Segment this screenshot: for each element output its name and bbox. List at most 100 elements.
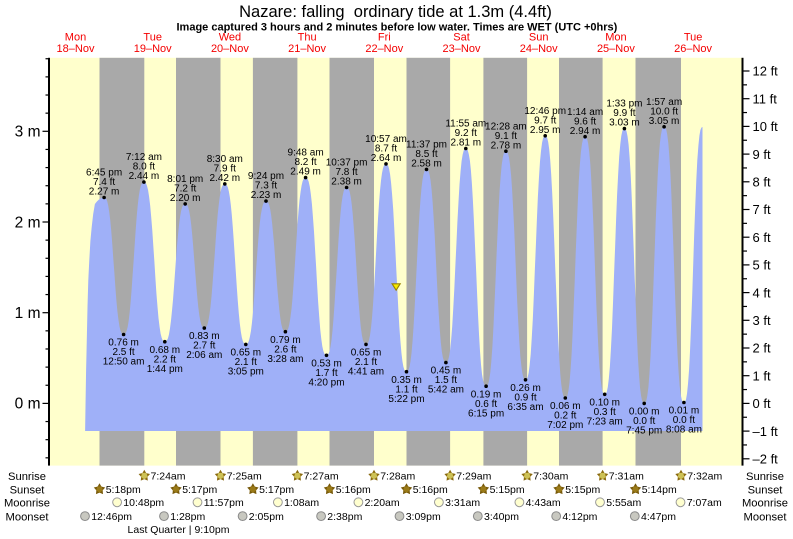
svg-text:0.0 ft: 0.0 ft — [633, 416, 655, 427]
svg-text:26–Nov: 26–Nov — [674, 43, 712, 55]
svg-text:7:31am: 7:31am — [609, 471, 644, 483]
svg-text:5 ft: 5 ft — [753, 258, 771, 273]
svg-text:7:12 am: 7:12 am — [126, 152, 162, 163]
svg-text:23–Nov: 23–Nov — [443, 43, 481, 55]
svg-text:Nazare: falling ordinary tide: Nazare: falling ordinary tide at 1.3m (4… — [239, 3, 552, 21]
svg-text:1:14 am: 1:14 am — [567, 107, 603, 118]
svg-text:9.9 ft: 9.9 ft — [613, 108, 635, 119]
svg-text:Sun: Sun — [529, 31, 549, 43]
svg-text:9.7 ft: 9.7 ft — [534, 115, 556, 126]
svg-text:0.10 m: 0.10 m — [589, 397, 620, 408]
svg-text:Fri: Fri — [378, 31, 391, 43]
svg-text:10:57 am: 10:57 am — [365, 134, 407, 145]
svg-text:5:17pm: 5:17pm — [259, 484, 294, 496]
svg-text:2.1 ft: 2.1 ft — [355, 357, 377, 368]
svg-text:Sunset: Sunset — [10, 485, 46, 497]
svg-text:7:23 am: 7:23 am — [587, 416, 623, 427]
svg-text:3 m: 3 m — [15, 124, 41, 141]
svg-text:0.35 m: 0.35 m — [391, 375, 422, 386]
svg-text:11:57pm: 11:57pm — [204, 497, 244, 509]
svg-text:9.2 ft: 9.2 ft — [455, 128, 477, 139]
svg-text:Sunrise: Sunrise — [8, 471, 46, 483]
svg-text:12:28 am: 12:28 am — [485, 121, 527, 132]
svg-text:24–Nov: 24–Nov — [520, 43, 558, 55]
svg-text:9.6 ft: 9.6 ft — [574, 116, 596, 127]
svg-text:10:37 pm: 10:37 pm — [326, 158, 368, 169]
svg-text:7:24am: 7:24am — [151, 471, 186, 483]
svg-text:7:45 pm: 7:45 pm — [626, 426, 662, 437]
svg-text:5:15pm: 5:15pm — [490, 484, 525, 496]
svg-text:Sat: Sat — [453, 31, 470, 43]
svg-text:0 ft: 0 ft — [753, 396, 771, 411]
svg-text:3:28 am: 3:28 am — [267, 354, 303, 365]
svg-text:1 m: 1 m — [15, 305, 41, 322]
svg-text:7.9 ft: 7.9 ft — [214, 164, 236, 175]
svg-text:5:16pm: 5:16pm — [336, 484, 371, 496]
svg-text:11:55 am: 11:55 am — [445, 119, 486, 130]
svg-text:0.0 ft: 0.0 ft — [673, 415, 695, 426]
svg-text:7.8 ft: 7.8 ft — [335, 167, 357, 178]
svg-text:Moonset: Moonset — [6, 511, 50, 523]
svg-text:4:43am: 4:43am — [526, 497, 561, 509]
svg-text:5:17pm: 5:17pm — [182, 484, 217, 496]
svg-text:8:08 am: 8:08 am — [666, 425, 702, 436]
svg-text:8.7 ft: 8.7 ft — [375, 144, 397, 155]
svg-text:25–Nov: 25–Nov — [597, 43, 635, 55]
svg-text:2:05pm: 2:05pm — [249, 511, 284, 523]
svg-text:0.45 m: 0.45 m — [431, 366, 462, 377]
svg-text:7:27am: 7:27am — [304, 471, 339, 483]
svg-text:21–Nov: 21–Nov — [288, 43, 326, 55]
svg-text:2.20 m: 2.20 m — [170, 193, 201, 204]
svg-text:2.5 ft: 2.5 ft — [112, 347, 134, 358]
svg-text:1.7 ft: 1.7 ft — [315, 368, 337, 379]
svg-text:0.6 ft: 0.6 ft — [475, 399, 497, 410]
svg-text:7.3 ft: 7.3 ft — [255, 181, 277, 192]
svg-text:0.3 ft: 0.3 ft — [594, 407, 616, 418]
svg-text:2.23 m: 2.23 m — [251, 190, 282, 201]
svg-text:0.76 m: 0.76 m — [108, 338, 139, 349]
svg-text:5:55am: 5:55am — [606, 497, 641, 509]
svg-text:0.68 m: 0.68 m — [150, 345, 181, 356]
svg-text:Tue: Tue — [143, 31, 162, 43]
svg-text:Mon: Mon — [605, 31, 626, 43]
svg-text:5:14pm: 5:14pm — [642, 484, 677, 496]
svg-text:2:38pm: 2:38pm — [327, 511, 362, 523]
svg-text:12:46 pm: 12:46 pm — [524, 106, 566, 117]
svg-text:3.03 m: 3.03 m — [609, 118, 640, 129]
svg-text:4:20 pm: 4:20 pm — [308, 377, 344, 388]
svg-text:0.01 m: 0.01 m — [669, 406, 700, 417]
svg-text:22–Nov: 22–Nov — [365, 43, 403, 55]
svg-text:2.7 ft: 2.7 ft — [193, 341, 215, 352]
svg-text:12 ft: 12 ft — [753, 64, 779, 79]
svg-text:Sunrise: Sunrise — [746, 471, 784, 483]
svg-text:2.6 ft: 2.6 ft — [274, 344, 296, 355]
svg-text:9.1 ft: 9.1 ft — [495, 131, 517, 142]
svg-text:1:57 am: 1:57 am — [646, 97, 682, 108]
svg-text:2.42 m: 2.42 m — [210, 173, 241, 184]
svg-text:Mon: Mon — [65, 31, 86, 43]
svg-text:2.81 m: 2.81 m — [451, 138, 482, 149]
svg-text:3 ft: 3 ft — [753, 313, 771, 328]
svg-text:2:06 am: 2:06 am — [186, 350, 222, 361]
svg-text:2.27 m: 2.27 m — [89, 187, 120, 198]
svg-text:11 ft: 11 ft — [753, 91, 778, 106]
svg-text:2.64 m: 2.64 m — [371, 153, 402, 164]
svg-text:Sunset: Sunset — [748, 485, 784, 497]
svg-text:3:40pm: 3:40pm — [484, 511, 519, 523]
svg-text:1 ft: 1 ft — [753, 368, 771, 383]
svg-text:0.9 ft: 0.9 ft — [514, 392, 536, 403]
svg-text:Wed: Wed — [219, 31, 241, 43]
svg-text:0.19 m: 0.19 m — [471, 389, 502, 400]
svg-text:8.2 ft: 8.2 ft — [294, 157, 316, 168]
svg-text:2.94 m: 2.94 m — [570, 126, 601, 137]
svg-text:0.83 m: 0.83 m — [189, 331, 220, 342]
svg-text:3:09pm: 3:09pm — [406, 511, 441, 523]
svg-text:2.49 m: 2.49 m — [290, 167, 321, 178]
svg-text:8:30 am: 8:30 am — [207, 154, 243, 165]
svg-text:18–Nov: 18–Nov — [57, 43, 95, 55]
svg-text:4 ft: 4 ft — [753, 285, 771, 300]
svg-text:7:29am: 7:29am — [456, 471, 491, 483]
svg-text:7 ft: 7 ft — [753, 202, 771, 217]
svg-text:2.78 m: 2.78 m — [491, 140, 522, 151]
svg-text:1:08am: 1:08am — [284, 497, 319, 509]
